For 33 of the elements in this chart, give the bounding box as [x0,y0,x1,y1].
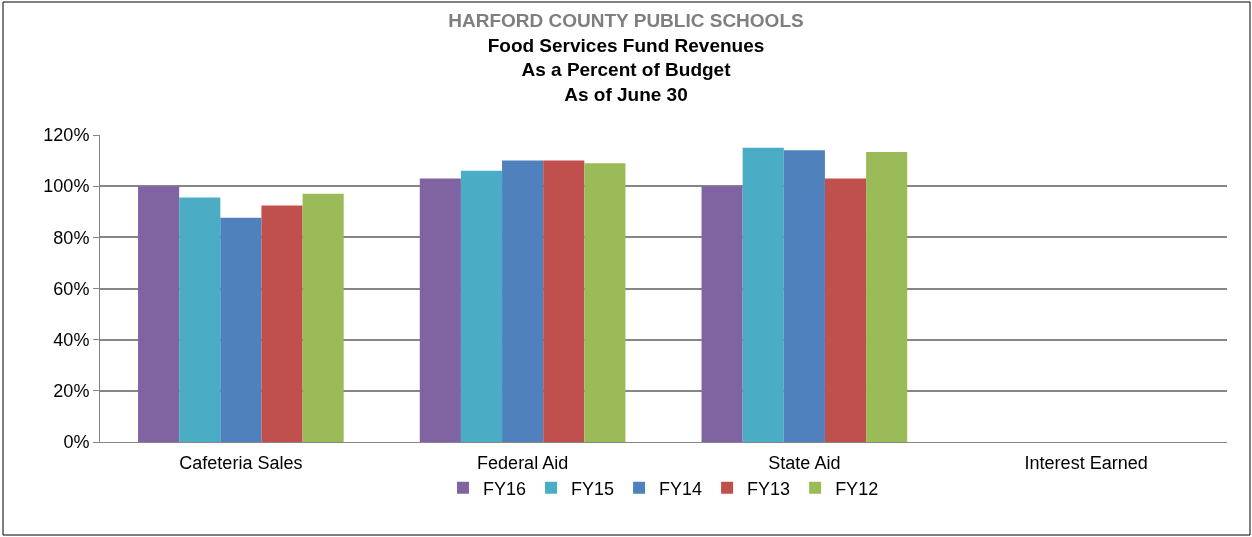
legend-label: FY14 [659,478,703,499]
legend-label: FY12 [835,478,879,499]
bar [220,217,262,442]
y-tick-label: 20% [53,381,90,402]
chart-subtitle: Food Services Fund Revenues As a Percent of Budget As of June 30 [487,34,765,105]
y-tick-label: 120% [43,125,90,146]
x-tick-label: Interest Earned [1024,452,1148,473]
bar [584,163,626,442]
x-tick-label: Cafeteria Sales [179,452,303,473]
x-tick-label: State Aid [768,452,841,473]
bar [543,160,585,442]
bar [502,160,544,442]
bar [824,178,867,442]
y-tick-label: 60% [53,278,90,299]
bar [783,150,825,442]
bar [866,151,908,442]
bar [701,186,743,442]
bar [460,170,503,442]
y-tick-label: 80% [53,227,90,248]
legend-label: FY15 [571,478,615,499]
x-tick-label: Federal Aid [477,452,569,473]
bar [419,178,461,442]
chart-title: HARFORD COUNTY PUBLIC SCHOOLS [448,9,804,31]
y-tick-label: 0% [63,432,90,453]
bar [179,197,221,442]
bar [302,193,344,442]
legend-label: FY13 [747,478,791,499]
legend-label: FY16 [483,478,527,499]
bar [261,205,303,442]
bar [742,147,784,442]
y-tick-label: 100% [43,176,90,197]
y-tick-label: 40% [53,329,90,350]
bar [138,186,180,442]
